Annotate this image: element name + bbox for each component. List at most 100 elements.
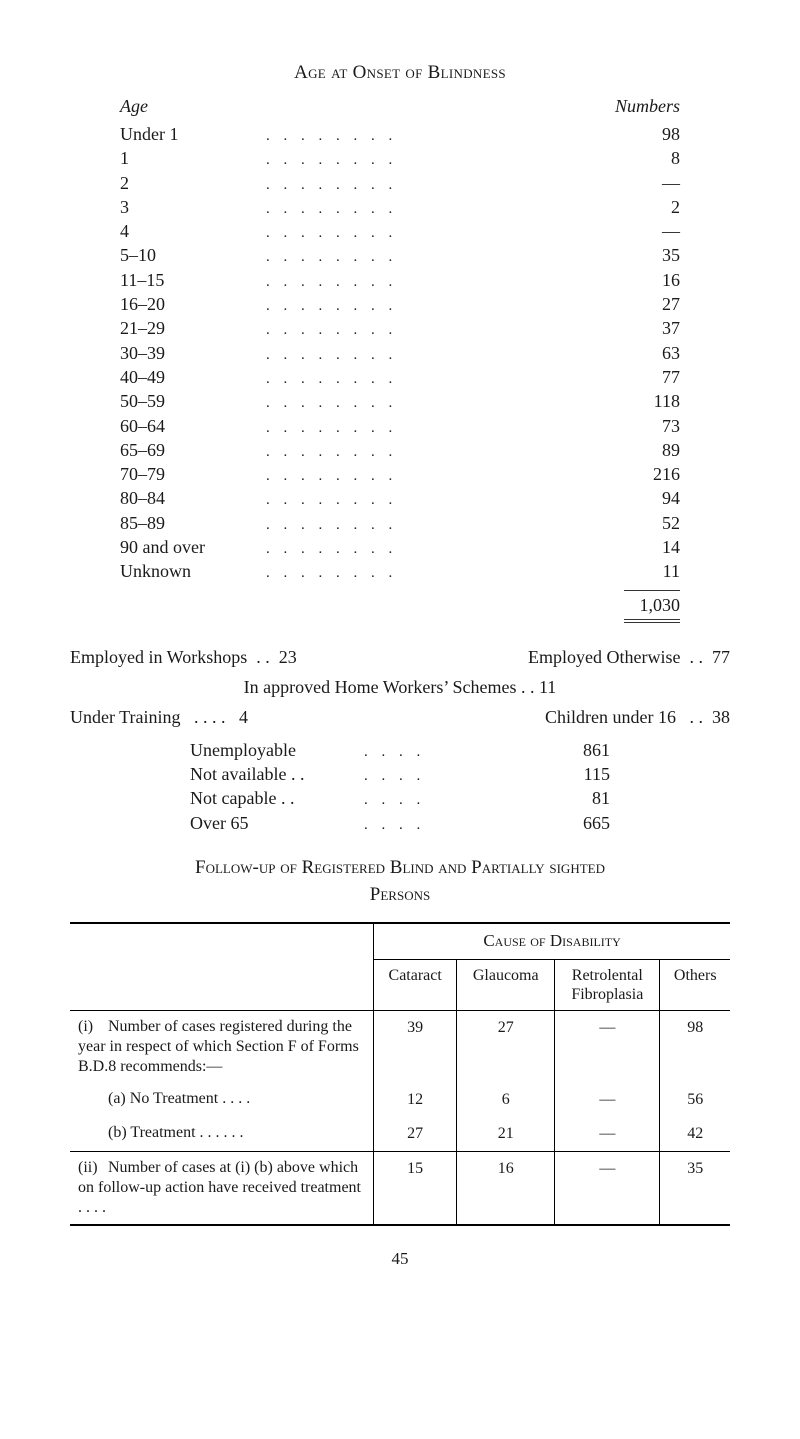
leader-dots: . . . . . . . . bbox=[260, 563, 610, 583]
age-row: 50–59. . . . . . . .118 bbox=[120, 389, 680, 413]
leader-dots: . . . . . . . . bbox=[260, 393, 610, 413]
row-i-others: 98 bbox=[660, 1011, 730, 1084]
age-value: 89 bbox=[610, 438, 680, 462]
row-i-a-others: 56 bbox=[660, 1083, 730, 1117]
total-rule-top bbox=[624, 590, 680, 591]
row-i-b-glaucoma: 21 bbox=[457, 1117, 555, 1151]
row-i-rf: — bbox=[555, 1011, 660, 1084]
section-title-line1: Follow-up of Registered Blind and Partia… bbox=[195, 857, 605, 878]
age-label: 4 bbox=[120, 219, 260, 243]
age-value: 118 bbox=[610, 389, 680, 413]
row-i-a-cataract: 12 bbox=[374, 1083, 457, 1117]
status-value: 861 bbox=[555, 738, 610, 762]
employed-otherwise-value: 77 bbox=[712, 647, 730, 667]
age-value: 16 bbox=[610, 268, 680, 292]
age-row: 11–15. . . . . . . .16 bbox=[120, 268, 680, 292]
leader-dots: . . . . . . . . bbox=[260, 345, 610, 365]
age-label: 21–29 bbox=[120, 316, 260, 340]
row-i-desc: Number of cases registered during the ye… bbox=[78, 1018, 359, 1075]
age-value: 98 bbox=[610, 122, 680, 146]
age-label: 30–39 bbox=[120, 341, 260, 365]
leader-dots: . . . . . . . . bbox=[260, 223, 610, 243]
under-training-label: Under Training bbox=[70, 707, 181, 727]
leader-dots: . . . . . . . . bbox=[260, 320, 610, 340]
age-label: 80–84 bbox=[120, 486, 260, 510]
leader-dots: . . . . . . . . bbox=[260, 490, 610, 510]
status-row: Unemployable. . . .861 bbox=[190, 738, 610, 762]
col-glaucoma: Glaucoma bbox=[457, 960, 555, 1011]
age-value: — bbox=[610, 171, 680, 195]
row-ii-cataract: 15 bbox=[374, 1151, 457, 1225]
age-total: 1,030 bbox=[120, 593, 680, 617]
employed-workshops-label: Employed in Workshops bbox=[70, 647, 247, 667]
status-list: Unemployable. . . .861Not available . ..… bbox=[190, 738, 610, 835]
col-others: Others bbox=[660, 960, 730, 1011]
row-i-b-others: 42 bbox=[660, 1117, 730, 1151]
age-label: 50–59 bbox=[120, 389, 260, 413]
status-row: Not available . .. . . .115 bbox=[190, 762, 610, 786]
leader-dots: . . . . bbox=[360, 790, 555, 810]
age-label: 40–49 bbox=[120, 365, 260, 389]
row-i-b-label: (b) Treatment . . . . . . bbox=[78, 1123, 365, 1143]
age-value: 37 bbox=[610, 316, 680, 340]
age-row: 30–39. . . . . . . .63 bbox=[120, 341, 680, 365]
row-ii-others: 35 bbox=[660, 1151, 730, 1225]
status-value: 81 bbox=[555, 786, 610, 810]
age-value: 11 bbox=[610, 559, 680, 583]
age-label: 3 bbox=[120, 195, 260, 219]
leader-dots: . . . . . . . . bbox=[260, 126, 610, 146]
status-row: Not capable . .. . . .81 bbox=[190, 786, 610, 810]
age-row: 65–69. . . . . . . .89 bbox=[120, 438, 680, 462]
approved-schemes-text: In approved Home Workers’ Schemes . . 11 bbox=[244, 675, 557, 699]
row-ii-roman: (ii) bbox=[78, 1158, 108, 1178]
age-row: 3. . . . . . . .2 bbox=[120, 195, 680, 219]
age-table: Age Numbers Under 1. . . . . . . .981. .… bbox=[120, 94, 680, 623]
row-i-a-glaucoma: 6 bbox=[457, 1083, 555, 1117]
row-ii-desc: Number of cases at (i) (b) above which o… bbox=[78, 1159, 361, 1216]
children-under-16-value: 38 bbox=[712, 707, 730, 727]
age-value: 2 bbox=[610, 195, 680, 219]
row-ii-glaucoma: 16 bbox=[457, 1151, 555, 1225]
age-value: 63 bbox=[610, 341, 680, 365]
age-label: Under 1 bbox=[120, 122, 260, 146]
age-value: 73 bbox=[610, 414, 680, 438]
employed-workshops-value: 23 bbox=[279, 647, 297, 667]
leader-dots: . . . . . . . . bbox=[260, 296, 610, 316]
age-row: 80–84. . . . . . . .94 bbox=[120, 486, 680, 510]
age-value: 8 bbox=[610, 146, 680, 170]
row-i-a-label: (a) No Treatment . . . . bbox=[78, 1089, 365, 1109]
training-line: Under Training . . . . 4 Children under … bbox=[70, 705, 730, 729]
children-under-16-label: Children under 16 bbox=[545, 707, 676, 727]
age-row: 70–79. . . . . . . .216 bbox=[120, 462, 680, 486]
age-label: 1 bbox=[120, 146, 260, 170]
age-value: 27 bbox=[610, 292, 680, 316]
status-label: Not capable . . bbox=[190, 786, 360, 810]
row-ii-rf: — bbox=[555, 1151, 660, 1225]
row-i-cataract: 39 bbox=[374, 1011, 457, 1084]
age-row: 5–10. . . . . . . .35 bbox=[120, 243, 680, 267]
age-row: 4. . . . . . . .— bbox=[120, 219, 680, 243]
section-title-followup: Follow-up of Registered Blind and Partia… bbox=[70, 855, 730, 908]
disability-table: Cause of Disability Cataract Glaucoma Re… bbox=[70, 922, 730, 1226]
leader-dots: . . . . . . . . bbox=[260, 442, 610, 462]
section-title-line2: Persons bbox=[370, 884, 430, 905]
leader-dots: . . . . . . . . bbox=[260, 175, 610, 195]
row-i-roman: (i) bbox=[78, 1017, 108, 1037]
age-label: 16–20 bbox=[120, 292, 260, 316]
row-i-b-cataract: 27 bbox=[374, 1117, 457, 1151]
leader-dots: . . . . . . . . bbox=[260, 150, 610, 170]
leader-dots: . . . . . . . . bbox=[260, 272, 610, 292]
age-label: 2 bbox=[120, 171, 260, 195]
leader-dots: . . . . . . . . bbox=[260, 539, 610, 559]
page-number: 45 bbox=[70, 1248, 730, 1271]
age-row: 40–49. . . . . . . .77 bbox=[120, 365, 680, 389]
status-label: Over 65 bbox=[190, 811, 360, 835]
age-row: 60–64. . . . . . . .73 bbox=[120, 414, 680, 438]
age-label: 85–89 bbox=[120, 511, 260, 535]
age-row: 90 and over. . . . . . . .14 bbox=[120, 535, 680, 559]
page-title: Age at Onset of Blindness bbox=[70, 60, 730, 86]
age-value: 77 bbox=[610, 365, 680, 389]
row-i-a-rf: — bbox=[555, 1083, 660, 1117]
leader-dots: . . . . . . . . bbox=[260, 466, 610, 486]
leader-dots: . . . . . . . . bbox=[260, 515, 610, 535]
